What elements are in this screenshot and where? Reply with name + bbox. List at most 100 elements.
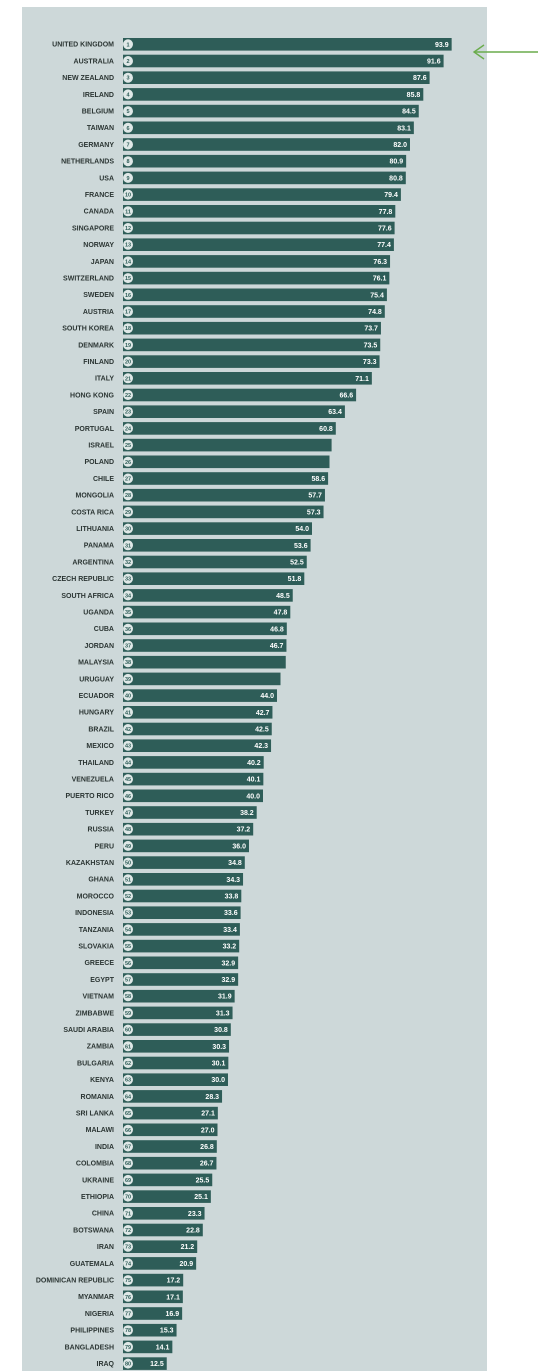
value-label: 30.1 bbox=[212, 1061, 226, 1068]
bar bbox=[123, 1357, 167, 1370]
value-label: 46.8 bbox=[270, 626, 284, 633]
country-label: POLAND bbox=[84, 459, 114, 466]
rank-label: 50 bbox=[125, 861, 131, 867]
rank-label: 47 bbox=[125, 811, 131, 817]
rank-label: 45 bbox=[125, 777, 131, 783]
country-label: DENMARK bbox=[78, 342, 114, 349]
rank-label: 44 bbox=[125, 760, 132, 766]
rank-badge bbox=[123, 506, 133, 517]
bar-row: INDIA 67 26.8 bbox=[95, 1140, 217, 1153]
rank-badge bbox=[123, 740, 133, 751]
bar bbox=[123, 1257, 197, 1270]
bar bbox=[123, 622, 287, 636]
bar bbox=[123, 1240, 198, 1253]
bar bbox=[123, 522, 312, 535]
bar-row: ETHIOPIA 70 25.1 bbox=[81, 1190, 211, 1203]
value-label: 17.2 bbox=[167, 1278, 181, 1285]
bar bbox=[123, 1190, 211, 1203]
bar bbox=[123, 1090, 223, 1103]
country-label: EGYPT bbox=[90, 977, 114, 984]
bar bbox=[123, 1290, 183, 1304]
highlight-arrow-icon bbox=[472, 44, 538, 60]
country-label: GERMANY bbox=[78, 142, 114, 149]
rank-badge bbox=[123, 72, 133, 83]
country-label: GREECE bbox=[84, 960, 114, 967]
bar-row: MEXICO 43 42.3 bbox=[86, 739, 272, 752]
value-label: 77.4 bbox=[377, 242, 391, 249]
bar-row: CHILE 27 58.6 bbox=[93, 472, 329, 485]
value-label: 25.5 bbox=[196, 1177, 210, 1184]
bar bbox=[123, 305, 385, 318]
value-label: 42.3 bbox=[254, 743, 268, 750]
value-label: 85.8 bbox=[407, 92, 421, 99]
rank-label: 1 bbox=[126, 42, 129, 48]
rank-label: 13 bbox=[125, 243, 131, 249]
rank-badge bbox=[123, 673, 133, 684]
rank-label: 33 bbox=[125, 577, 131, 583]
country-label: SWEDEN bbox=[83, 292, 114, 299]
rank-label: 38 bbox=[125, 660, 131, 666]
bar-row: NEW ZEALAND 3 87.6 bbox=[62, 71, 430, 84]
value-label: 36.0 bbox=[232, 843, 246, 850]
rank-label: 74 bbox=[125, 1261, 132, 1267]
rank-badge bbox=[123, 640, 133, 651]
rank-badge bbox=[123, 991, 133, 1002]
rank-badge bbox=[123, 807, 133, 818]
value-label: 32.9 bbox=[222, 977, 236, 984]
bar-row: ROMANIA 64 28.3 bbox=[81, 1090, 223, 1103]
country-label: SAUDI ARABIA bbox=[63, 1027, 114, 1034]
bar bbox=[123, 1123, 218, 1137]
rank-label: 17 bbox=[125, 310, 131, 316]
value-label: 33.6 bbox=[224, 910, 238, 917]
rank-badge bbox=[123, 790, 133, 801]
rank-label: 34 bbox=[125, 593, 132, 599]
value-label: 15.3 bbox=[160, 1328, 174, 1335]
rank-badge bbox=[123, 1041, 133, 1052]
country-label: MALAYSIA bbox=[78, 660, 114, 667]
value-label: 16.9 bbox=[166, 1311, 180, 1318]
value-label: 76.3 bbox=[373, 259, 387, 266]
rank-badge bbox=[123, 473, 133, 484]
bar bbox=[123, 1106, 218, 1120]
rank-badge bbox=[123, 857, 133, 868]
bar-row: UGANDA 35 47.8 bbox=[83, 605, 291, 619]
value-label: 66.6 bbox=[339, 393, 353, 400]
rank-label: 66 bbox=[125, 1128, 131, 1134]
rank-label: 9 bbox=[126, 176, 129, 182]
bar bbox=[123, 1073, 228, 1086]
bar bbox=[123, 1340, 173, 1354]
rank-badge bbox=[123, 239, 133, 250]
bar bbox=[123, 405, 345, 418]
rank-badge bbox=[123, 289, 133, 300]
value-label: 83.1 bbox=[397, 125, 411, 132]
bar bbox=[123, 422, 336, 435]
bar bbox=[123, 956, 239, 970]
country-label: HONG KONG bbox=[70, 392, 115, 399]
value-label: 34.3 bbox=[226, 877, 240, 884]
country-label: MEXICO bbox=[86, 743, 114, 750]
rank-badge bbox=[123, 39, 133, 50]
rank-label: 79 bbox=[125, 1345, 131, 1351]
bar bbox=[123, 372, 372, 385]
country-label: MONGOLIA bbox=[76, 493, 115, 500]
rank-label: 53 bbox=[125, 911, 131, 917]
bar-row: ZAMBIA 61 30.3 bbox=[87, 1040, 230, 1053]
country-label: UGANDA bbox=[83, 610, 114, 617]
rank-label: 72 bbox=[125, 1228, 131, 1234]
rank-label: 55 bbox=[125, 944, 131, 950]
bar bbox=[123, 1056, 229, 1070]
rank-label: 22 bbox=[125, 393, 131, 399]
country-label: SWITZERLAND bbox=[63, 276, 114, 283]
value-label: 53.6 bbox=[294, 543, 308, 550]
bar-row: POLAND 26 bbox=[84, 455, 330, 469]
bar bbox=[123, 739, 272, 752]
rank-badge bbox=[123, 1158, 133, 1169]
bar bbox=[123, 906, 241, 919]
country-label: ECUADOR bbox=[79, 693, 114, 700]
bar-row: NETHERLANDS 8 80.9 bbox=[61, 154, 407, 168]
value-label: 34.8 bbox=[228, 860, 242, 867]
rank-label: 52 bbox=[125, 894, 131, 900]
country-label: ISRAEL bbox=[88, 443, 114, 450]
country-label: UNITED KINGDOM bbox=[52, 42, 114, 49]
rank-badge bbox=[123, 1058, 133, 1068]
